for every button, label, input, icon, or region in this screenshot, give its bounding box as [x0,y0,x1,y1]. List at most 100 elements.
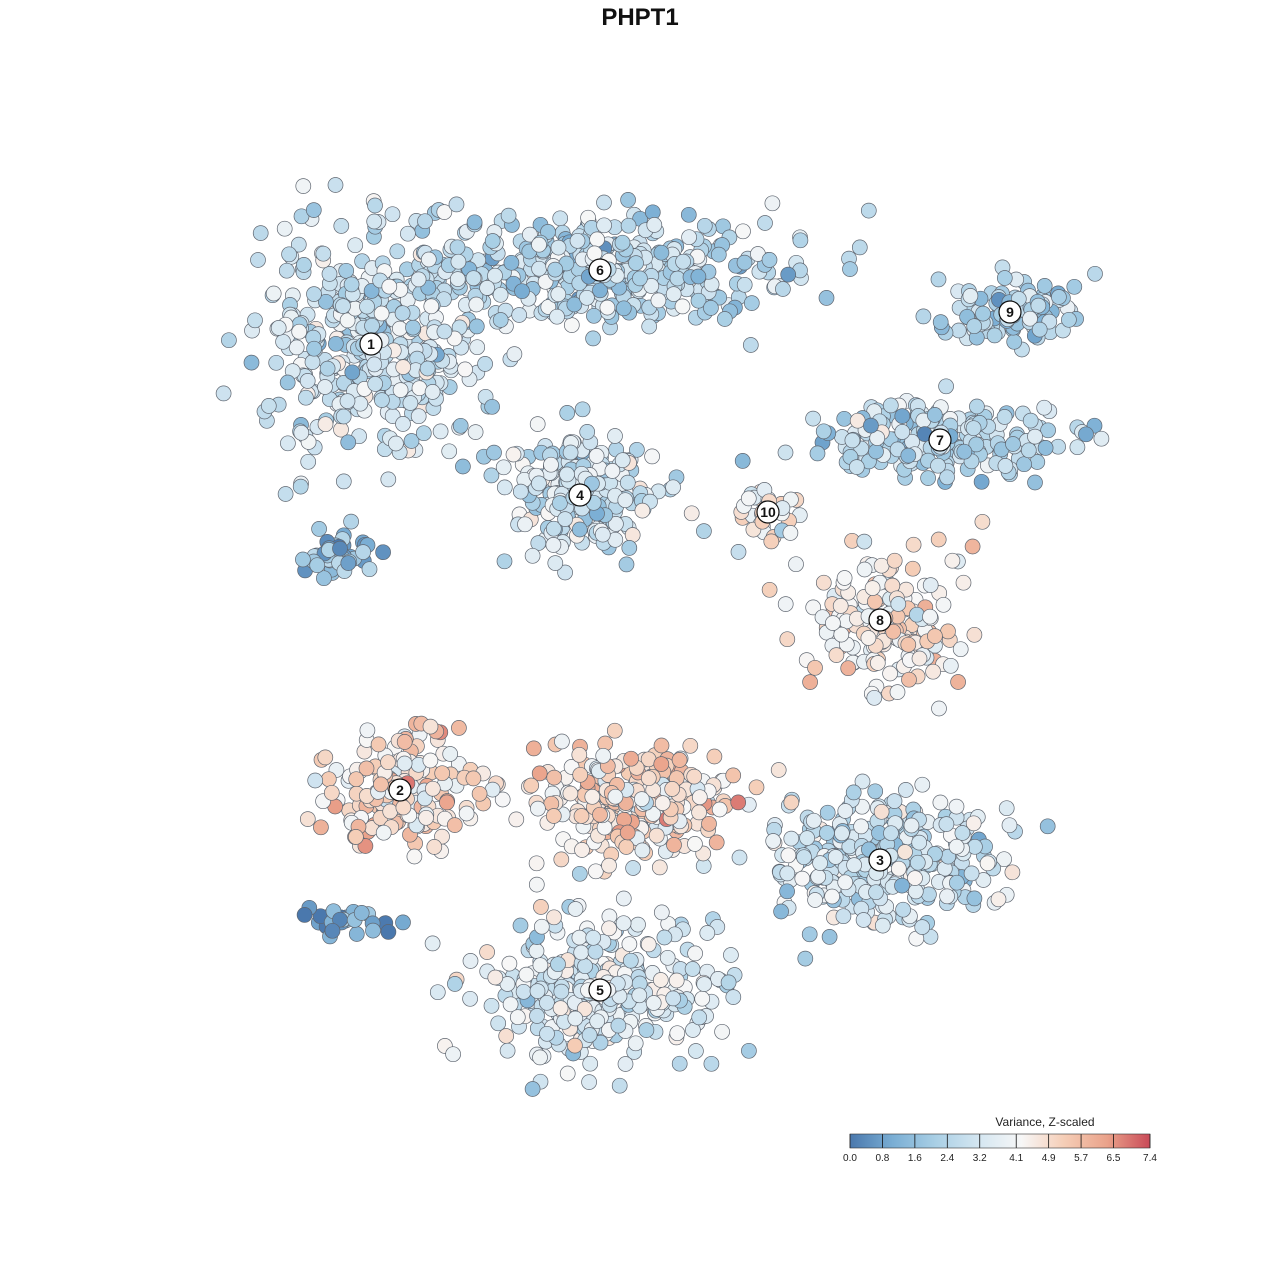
scatter-point [761,252,778,268]
scatter-point [260,398,277,414]
scatter-point [533,918,550,935]
scatter-point [659,949,676,966]
scatter-point [827,849,844,865]
scatter-point [629,441,645,458]
scatter-point [391,320,408,337]
scatter-point [975,872,992,888]
scatter-point [699,925,716,941]
scatter-point [954,825,971,841]
scatter-point [610,1017,627,1034]
scatter-point [949,874,965,891]
scatter-point [370,736,387,753]
color-legend-ticks: 0.0 0.8 1.6 2.4 3.2 4.1 4.9 5.7 6.5 7.4 [843,1133,1157,1164]
scatter-point [792,232,809,249]
scatter-point [665,479,681,496]
scatter-point [956,443,973,460]
scatter-point [895,901,911,918]
scatter-point [948,838,965,855]
scatter-point [1036,278,1053,294]
scatter-point [373,776,389,793]
scatter-point [380,471,397,488]
scatter-point [905,536,922,553]
scatter-point [276,220,293,237]
scatter-point [335,473,352,490]
scatter-point [432,423,449,440]
scatter-point [682,737,699,754]
scatter-point [618,839,635,855]
scatter-point [720,974,737,991]
scatter-point [487,969,504,986]
scatter-point [496,479,513,496]
scatter-point [424,935,441,952]
scatter-point [1022,412,1039,429]
scatter-point [607,788,624,805]
scatter-point [630,916,646,933]
scatter-point [640,936,657,953]
scatter-point [569,232,586,249]
scatter-point [828,647,845,663]
scatter-point [653,737,670,754]
scatter-point [462,990,478,1007]
scatter-point [592,1034,609,1051]
scatter-point [681,229,697,246]
scatter-point [436,204,453,220]
scatter-point [794,870,811,887]
scatter-point [500,207,517,224]
color-legend-tick-label: 4.1 [1009,1153,1023,1164]
scatter-point [915,308,932,325]
scatter-point [683,505,700,522]
scatter-point [508,811,525,828]
scatter-point [335,408,352,425]
scatter-point [389,243,406,260]
scatter-point [501,955,518,972]
scatter-point [842,261,858,277]
scatter-point [939,469,955,486]
scatter-point [914,776,931,793]
scatter-point [567,1010,584,1027]
scatter-point [1030,297,1047,314]
scatter-point [374,392,390,408]
cluster-label-text: 1 [367,336,375,352]
scatter-point [669,270,686,287]
scatter-point [930,531,947,548]
scatter-point [819,825,835,841]
scatter-point [309,557,326,574]
scatter-point [574,842,590,858]
scatter-point [932,314,949,330]
scatter-point [1093,430,1110,447]
scatter-point [901,671,917,688]
cluster-label-badge [868,608,892,632]
scatter-point [825,615,841,631]
scatter-point [900,447,917,464]
scatter-point [815,423,832,440]
scatter-point [694,990,711,1007]
cluster-label-1: 1 [359,332,383,356]
scatter-point [365,922,381,939]
scatter-point [584,788,601,805]
scatter-point [853,818,869,835]
scatter-point [462,953,479,969]
scatter-point [710,246,727,263]
scatter-point [614,452,631,469]
scatter-point [323,784,340,801]
scatter-point [735,223,751,240]
scatter-point [621,540,638,556]
scatter-point [529,983,546,999]
scatter-point [962,288,979,304]
scatter-point [318,293,334,310]
scatter-point [335,298,351,314]
scatter-point [731,849,748,866]
scatter-point [278,262,295,279]
scatter-point [634,502,651,519]
scatter-point [361,561,378,578]
scatter-point [499,1042,516,1059]
scatter-point [358,760,375,777]
scatter-point [403,433,420,449]
scatter-point [780,266,797,283]
scatter-point [894,877,910,894]
cluster-label-10: 10 [756,500,780,524]
scatter-point [442,746,459,762]
scatter-point [950,322,967,339]
scatter-point [856,533,873,550]
scatter-point [343,513,359,530]
